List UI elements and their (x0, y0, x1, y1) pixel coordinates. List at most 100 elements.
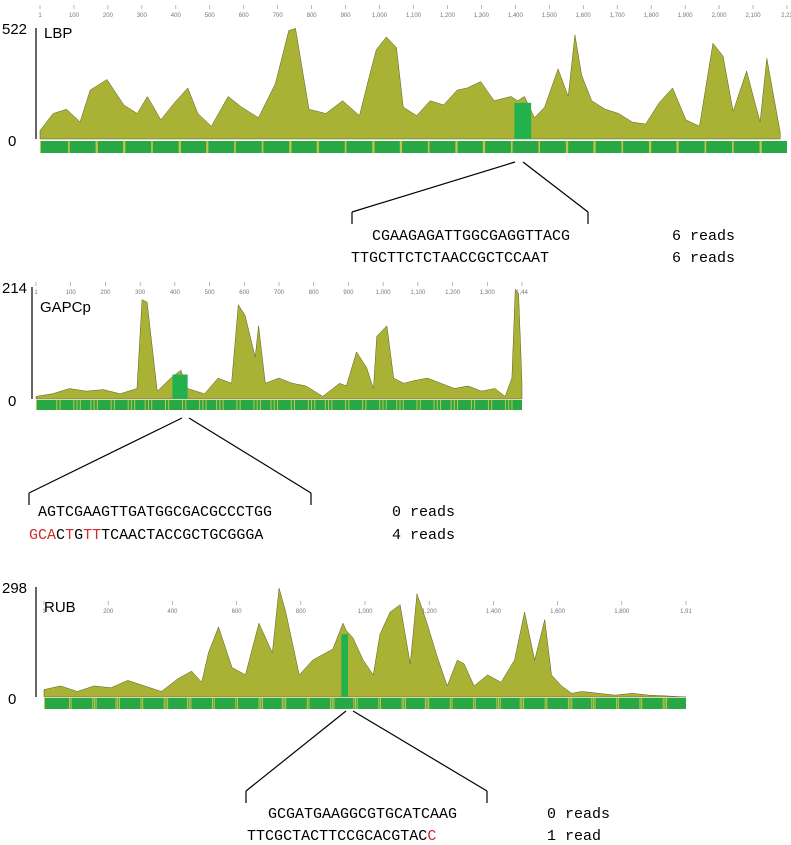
x-tick-label: 200 (103, 609, 114, 615)
track-variant (163, 698, 165, 709)
y-tick-label: 522 (2, 21, 27, 38)
track-variant (523, 698, 525, 709)
base-letter: T (200, 527, 210, 544)
track-variant (474, 400, 476, 410)
x-tick-label: 200 (103, 13, 114, 19)
track-variant (487, 400, 489, 410)
highlight-region (341, 634, 349, 697)
base-letter: A (119, 527, 129, 544)
track-variant (142, 698, 144, 709)
base-letter: C (173, 527, 183, 544)
track-variant (539, 141, 541, 153)
track-variant (567, 141, 569, 153)
x-tick-label: 800 (309, 290, 320, 296)
x-tick-label: 1 (42, 609, 46, 615)
x-tick-label: 600 (239, 13, 250, 19)
track-variant (96, 141, 98, 153)
base-letter: C (164, 527, 174, 544)
track-variant (400, 141, 402, 153)
track-variant (519, 698, 521, 709)
base-letter: T (319, 828, 329, 845)
track-variant (117, 698, 119, 709)
track-variant (538, 141, 540, 153)
track-variant (511, 400, 513, 410)
track-variant (151, 141, 153, 153)
track-variant (289, 141, 291, 153)
track-variant (705, 141, 707, 153)
x-tick-label: 900 (341, 13, 352, 19)
track-variant (113, 400, 115, 410)
x-tick-label: 1,500 (542, 13, 558, 19)
track-variant (594, 141, 596, 153)
x-tick-label: 1,800 (614, 609, 630, 615)
track-variant (473, 698, 475, 709)
track-variant (283, 698, 285, 709)
track-variant (433, 400, 435, 410)
x-tick-label: 500 (205, 290, 216, 296)
track-variant (93, 400, 95, 410)
base-letter: T (146, 527, 156, 544)
track-variant (440, 400, 442, 410)
track-variant (70, 698, 72, 709)
track-variant (504, 400, 506, 410)
track-variant (732, 141, 734, 153)
track-variant (399, 141, 401, 153)
base-letter: C (364, 828, 374, 845)
track-variant (76, 400, 78, 410)
track-variant (427, 141, 429, 153)
track-variant (234, 141, 236, 153)
track-variant (56, 400, 58, 410)
callout-line (245, 710, 347, 792)
track-variant (185, 400, 187, 410)
x-tick-label: 300 (137, 13, 148, 19)
base-letter: T (247, 828, 257, 845)
base-letter: T (292, 828, 302, 845)
x-tick-label: 1,300 (474, 13, 490, 19)
track-variant (521, 698, 523, 709)
gene-label: LBP (44, 25, 72, 42)
x-tick-label: 2,000 (712, 13, 728, 19)
x-tick-label: 1,600 (550, 609, 566, 615)
track-variant (207, 141, 209, 153)
track-variant (212, 698, 213, 709)
base-letter: A (373, 828, 383, 845)
track-variant (276, 400, 278, 410)
track-variant (115, 698, 117, 709)
track-variant (317, 141, 319, 153)
track-variant (380, 698, 381, 709)
track-variant (294, 400, 295, 410)
track-variant (290, 141, 292, 153)
track-variant (470, 400, 472, 410)
track-variant (496, 698, 498, 709)
x-tick-label: 1,700 (610, 13, 626, 19)
track-variant (401, 698, 403, 709)
base-letter: G (74, 527, 84, 544)
base-letter: A (254, 527, 264, 544)
callout-line (522, 161, 589, 213)
highlight-region (514, 102, 532, 139)
track-variant (205, 400, 207, 410)
track-variant (759, 141, 761, 153)
track-variant (307, 400, 309, 410)
x-tick-label: 1,000 (357, 609, 373, 615)
track-variant (311, 400, 313, 410)
track-variant (40, 141, 41, 153)
base-letter: T (400, 828, 410, 845)
base-letter: T (92, 527, 102, 544)
base-letter: G (245, 527, 255, 544)
track-variant (118, 698, 120, 709)
x-tick-label: 1,600 (576, 13, 592, 19)
gapcp-seq-2: GCACTGTTTCAACTACCGCTGCGGGA (29, 527, 263, 544)
track-variant (372, 141, 374, 153)
track-variant (79, 400, 81, 410)
track-variant (68, 698, 70, 709)
track-variant (484, 141, 486, 153)
track-variant (355, 698, 357, 709)
x-tick-label: 2,22 (781, 13, 791, 19)
track-variant (428, 698, 430, 709)
track-variant (456, 141, 458, 153)
track-variant (345, 141, 347, 153)
track-variant (308, 698, 310, 709)
x-tick-label: 1,000 (372, 13, 388, 19)
track-variant (281, 698, 283, 709)
